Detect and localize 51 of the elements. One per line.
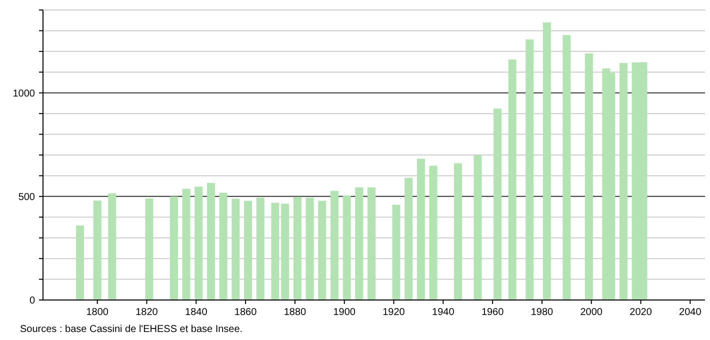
- x-tick-label: 1860: [234, 307, 258, 318]
- bar: [194, 186, 203, 300]
- bar: [355, 187, 364, 300]
- x-tick-label: 2040: [679, 307, 702, 318]
- bar: [584, 54, 593, 300]
- bar: [244, 200, 252, 300]
- bar: [108, 193, 116, 300]
- x-tick-label: 1980: [530, 307, 554, 318]
- y-tick-label: 0: [29, 296, 36, 306]
- bar: [232, 198, 240, 300]
- bar: [429, 166, 438, 300]
- x-tick-label: 1800: [86, 307, 109, 318]
- bar: [526, 39, 534, 300]
- bar: [619, 63, 628, 300]
- bar: [93, 200, 102, 300]
- bar: [494, 108, 502, 300]
- bar: [170, 196, 178, 300]
- y-tick-label: 500: [18, 192, 36, 203]
- bar: [76, 225, 84, 300]
- bar: [281, 204, 290, 300]
- x-tick-label: 1840: [185, 307, 208, 318]
- bar: [145, 198, 154, 300]
- bar: [182, 188, 190, 300]
- bar: [306, 198, 314, 300]
- x-tick-label: 1960: [481, 307, 504, 318]
- bar: [404, 178, 413, 300]
- bar: [342, 195, 351, 300]
- bar: [508, 60, 516, 300]
- bar: [271, 202, 280, 300]
- x-tick-label: 1820: [136, 307, 158, 318]
- bar: [454, 163, 462, 300]
- bar: [219, 192, 228, 300]
- bar: [330, 190, 338, 300]
- bar: [392, 204, 400, 300]
- bar: [318, 200, 326, 300]
- bar: [562, 35, 571, 300]
- x-tick-label: 2000: [580, 307, 603, 318]
- x-tick-label: 1920: [382, 307, 406, 318]
- bar: [368, 187, 376, 300]
- x-tick-label: 1940: [432, 307, 455, 318]
- bar: [256, 198, 264, 300]
- x-tick-label: 2020: [630, 307, 652, 318]
- source-note: Sources : base Cassini de l'EHESS et base Insee.: [20, 324, 243, 335]
- bar: [206, 182, 215, 300]
- x-tick-label: 1900: [333, 307, 356, 318]
- bar: [542, 22, 551, 300]
- bar: [293, 196, 302, 300]
- bar: [416, 158, 425, 300]
- x-tick-label: 1880: [284, 307, 307, 318]
- bar: [474, 155, 482, 300]
- y-tick-label: 1000: [12, 88, 36, 100]
